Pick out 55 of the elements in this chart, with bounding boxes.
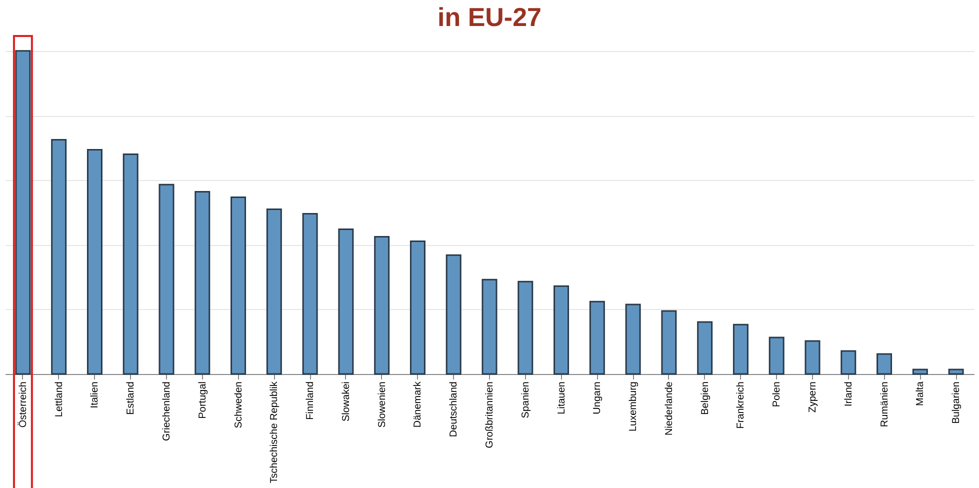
bar — [194, 191, 210, 375]
bar — [804, 340, 820, 375]
bar — [446, 254, 462, 375]
bar — [876, 353, 892, 375]
x-tick-label: Schweden — [233, 382, 244, 428]
x-tick-label: Finnland — [305, 382, 316, 420]
bar — [768, 336, 784, 375]
bar — [302, 213, 318, 375]
bar — [51, 139, 67, 375]
x-tick-label: Slowakei — [340, 382, 352, 422]
chart-title: in EU-27 — [437, 2, 542, 32]
x-tick-label: Deutschland — [448, 382, 460, 438]
x-tick-label: Spanien — [520, 382, 532, 418]
bar — [86, 149, 102, 375]
bar — [697, 321, 713, 375]
bar — [661, 310, 677, 375]
bar — [15, 50, 31, 375]
x-tick-label: Slowenien — [376, 382, 388, 428]
bar — [410, 240, 426, 375]
bar — [625, 304, 641, 375]
x-tick-label: Litauen — [556, 382, 568, 414]
x-tick-label: Estland — [126, 382, 137, 415]
bar — [338, 228, 354, 375]
x-tick-label: Frankreich — [736, 382, 747, 429]
x-tick-label: Dänemark — [412, 380, 424, 428]
x-tick-label: Portugal — [197, 382, 208, 419]
bar — [266, 208, 282, 375]
x-tick-label: Zypern — [808, 382, 818, 413]
bar — [482, 278, 498, 375]
x-tick-label: Ungarn — [592, 382, 604, 414]
bar — [518, 280, 534, 375]
x-tick-label: Lettland — [54, 382, 65, 418]
x-tick-label: Italien — [90, 382, 101, 408]
bar — [158, 184, 174, 375]
x-tick-label: Bulgarien — [951, 382, 962, 424]
bar — [948, 368, 964, 375]
bar — [554, 285, 570, 375]
x-tick-label: Malta — [915, 381, 926, 406]
x-tick-label: Irland — [843, 382, 854, 407]
x-tick-label: Rumänien — [879, 382, 890, 428]
bar — [589, 300, 605, 375]
x-tick-label: Großbritannien — [484, 382, 496, 448]
x-tick-label: Polen — [772, 382, 783, 408]
bar — [374, 236, 390, 375]
x-tick-label: Belgien — [700, 382, 711, 415]
bar — [732, 324, 748, 375]
bar — [840, 350, 856, 375]
bar — [230, 196, 246, 375]
x-tick-label: Österreich — [16, 382, 29, 428]
x-tick-label: Niederlande — [664, 381, 675, 436]
x-tick-label: Luxemburg — [628, 382, 640, 432]
bar — [912, 368, 928, 375]
x-tick-label: Griechenland — [162, 382, 172, 441]
bar — [122, 154, 138, 375]
x-tick-label: Tschechische Republik — [269, 380, 280, 484]
